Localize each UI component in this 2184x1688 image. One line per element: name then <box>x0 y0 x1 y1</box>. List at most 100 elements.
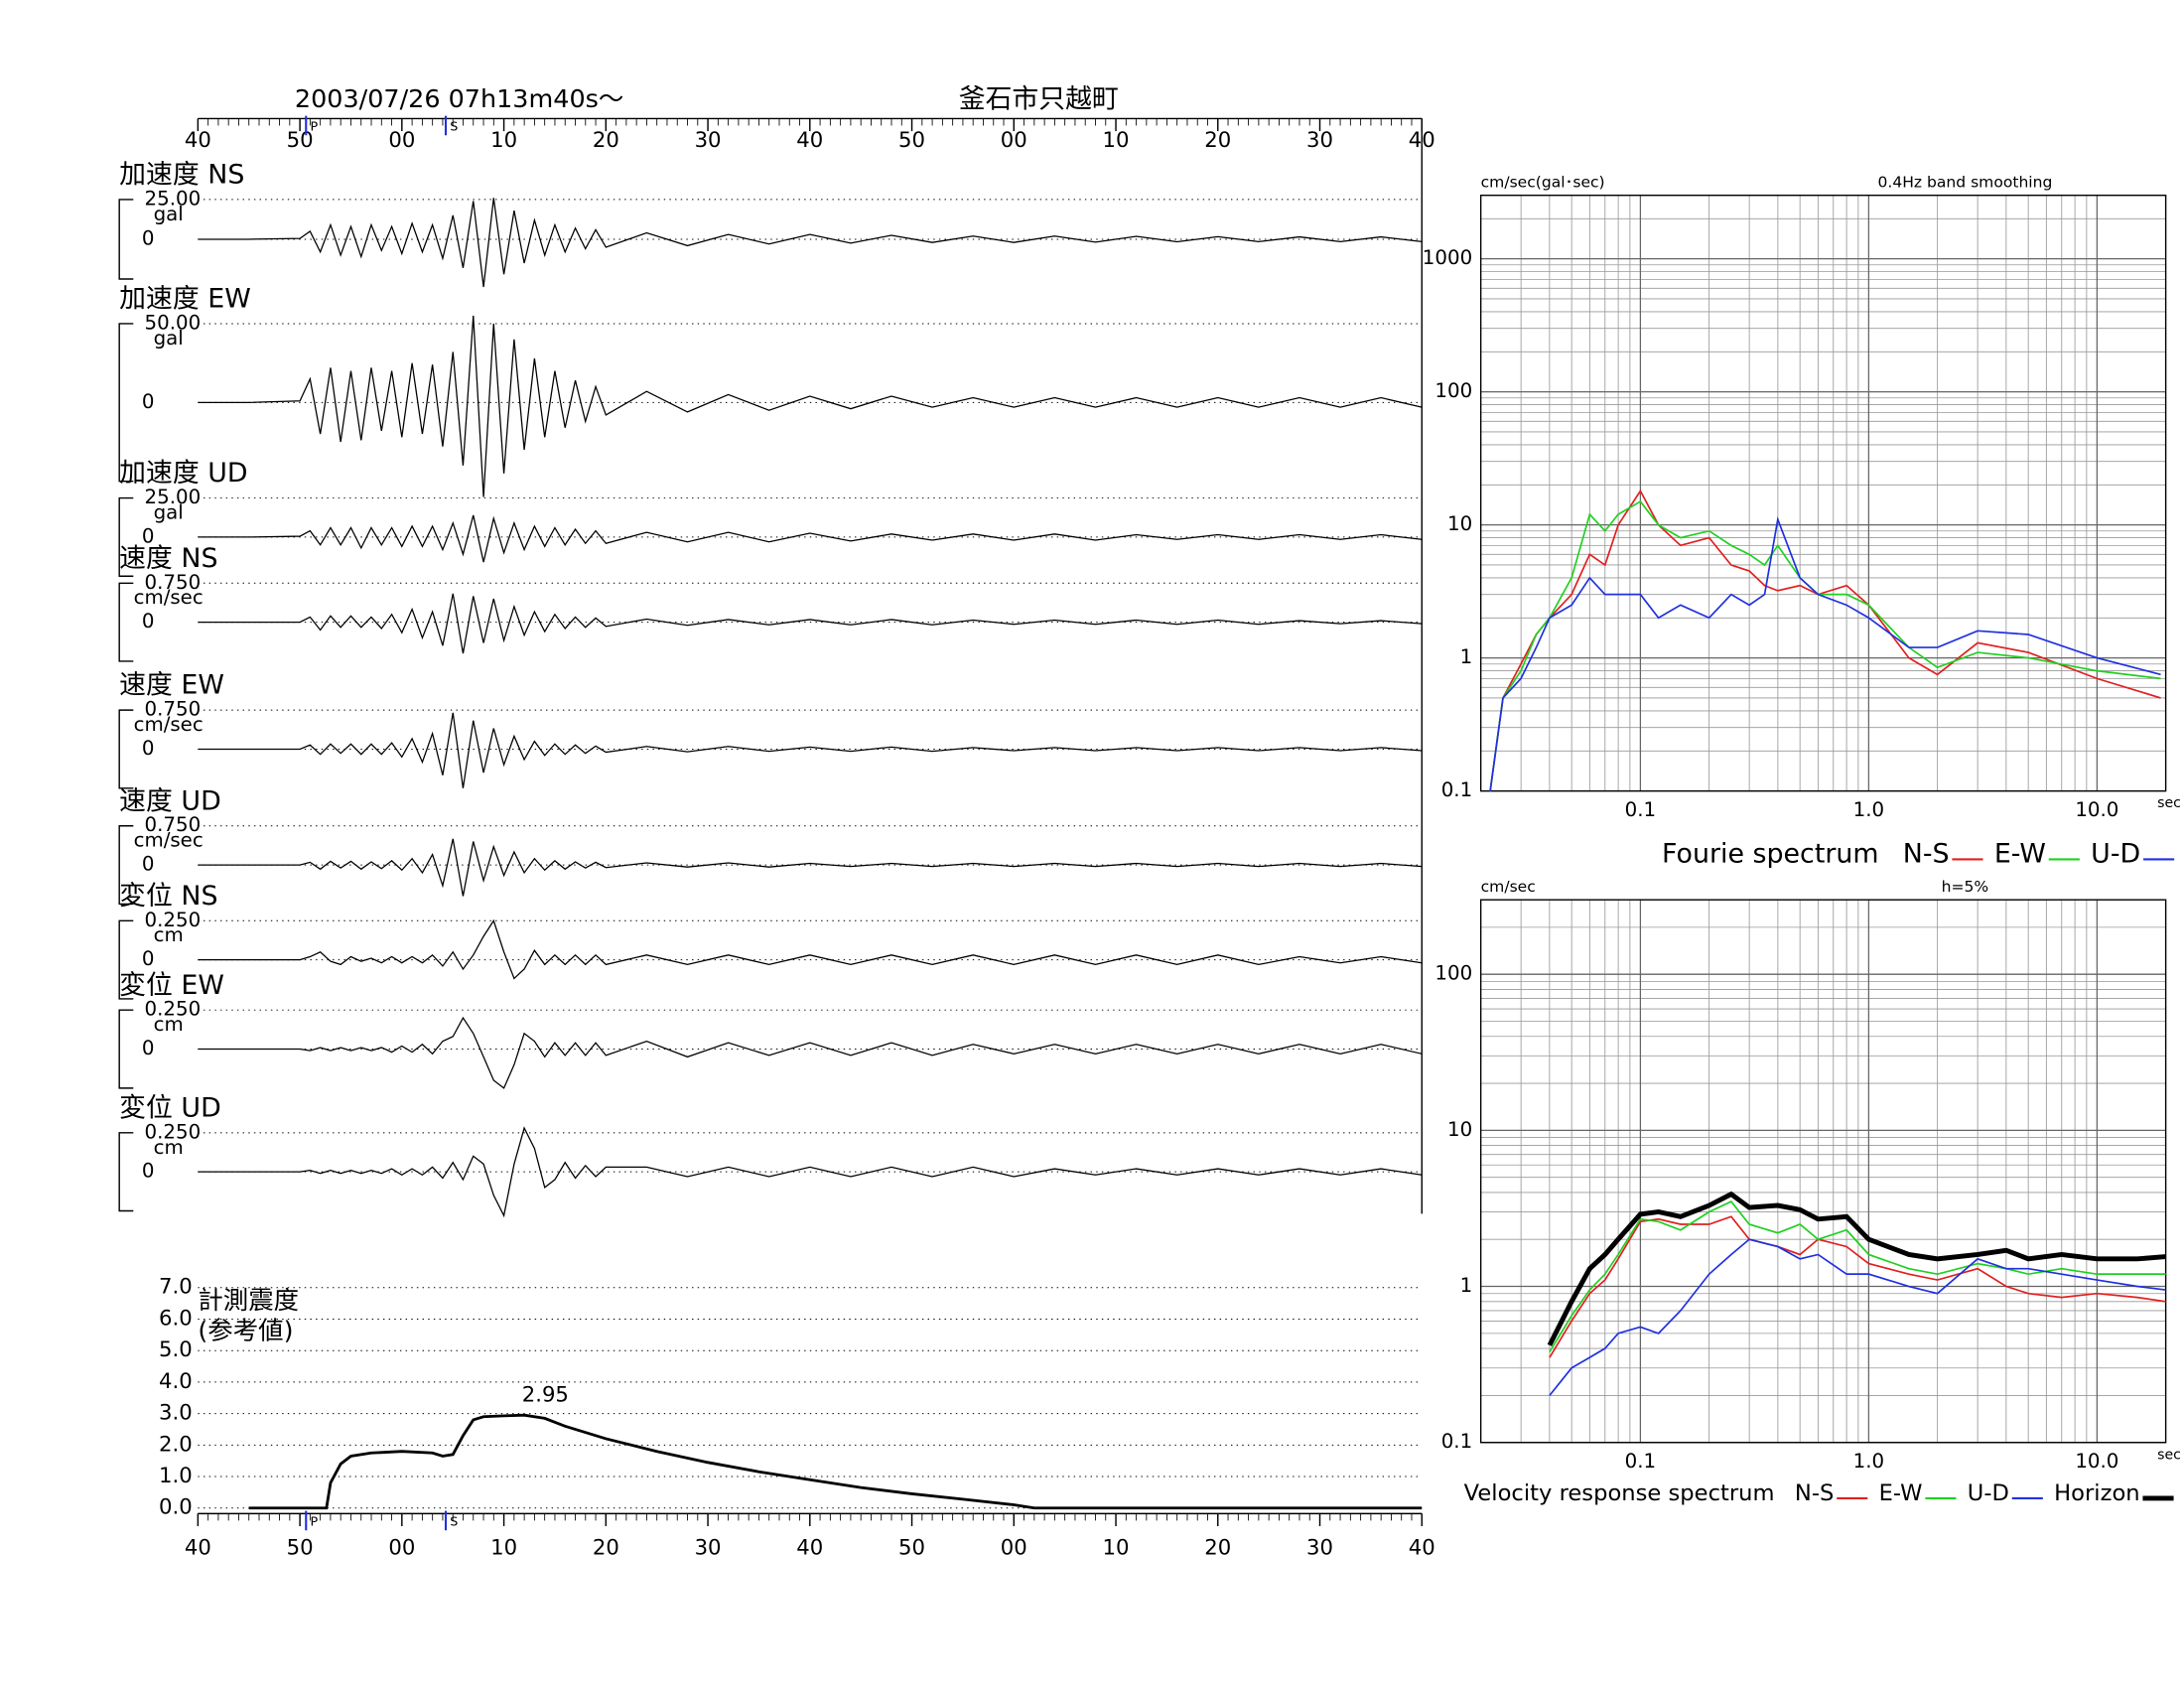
spectrum-line <box>1489 515 2161 791</box>
y-tick-label: 0.250 <box>145 998 202 1021</box>
unit-label: cm <box>154 1136 184 1159</box>
plot-frame <box>1479 899 2167 1444</box>
y-tick-label: 3.0 <box>159 1400 193 1425</box>
y-tick-label: 6.0 <box>159 1306 193 1331</box>
y-tick-label: 0 <box>142 947 155 970</box>
panel-bracket <box>118 825 134 906</box>
legend-label: U-D <box>1968 1480 2009 1506</box>
y-tick-label: 0.0 <box>159 1494 193 1519</box>
station-name: 釜石市只越町 <box>959 84 1119 115</box>
panel-bracket <box>118 1132 134 1212</box>
x-tick-label: 10 <box>1103 1535 1130 1560</box>
phase-label: S <box>450 1513 458 1528</box>
y-tick-label: 1 <box>1460 1274 1473 1297</box>
panel-title: 変位 EW <box>119 970 224 1001</box>
y-tick-label: 0 <box>142 1160 155 1183</box>
y-tick-label: 0.1 <box>1441 1430 1472 1453</box>
x-tick-label: 50 <box>898 127 925 152</box>
x-tick-label: 0.1 <box>1625 798 1656 821</box>
x-tick-label: 10 <box>1103 127 1130 152</box>
x-tick-label: 00 <box>388 1535 415 1560</box>
y-tick-label: 50.00 <box>145 311 202 334</box>
y-tick-label: 25.00 <box>145 187 202 210</box>
chart-title: 計測震度 <box>198 1285 299 1315</box>
y-tick-label: 100 <box>1434 379 1472 402</box>
y-tick-label: 0.750 <box>145 813 202 836</box>
x-tick-label: 10 <box>490 1535 517 1560</box>
panel-title: 加速度 UD <box>119 458 247 489</box>
panel-title: 速度 NS <box>119 543 217 574</box>
intensity-line <box>248 1413 1423 1510</box>
x-tick-label: 00 <box>1001 1535 1027 1560</box>
y-tick-label: 0 <box>142 1037 155 1059</box>
panel-title: 加速度 NS <box>119 160 244 191</box>
phase-label: S <box>450 118 458 133</box>
waveform <box>198 593 1423 654</box>
spectrum-line <box>1549 1200 2166 1352</box>
y-tick-label: 0 <box>142 610 155 633</box>
chart-title: 2003/07/26 07h13m40s〜 <box>295 83 623 113</box>
waveform <box>198 315 1423 497</box>
unit-label: cm/sec <box>134 829 204 852</box>
y-tick-label: 0.250 <box>145 1120 202 1143</box>
y-tick-label: 0.250 <box>145 909 202 931</box>
spectrum-line <box>1549 1238 2166 1396</box>
x-tick-label: 30 <box>695 127 722 152</box>
x-tick-label: 40 <box>185 127 211 152</box>
waveform <box>198 918 1423 980</box>
x-tick-label: 20 <box>1204 127 1231 152</box>
x-tick-label: 20 <box>593 127 619 152</box>
y-tick-label: 0 <box>142 390 155 413</box>
spectrum-line <box>1547 1191 2166 1346</box>
unit-label: cm/sec <box>134 713 204 736</box>
panel-title: 加速度 EW <box>119 284 251 315</box>
unit-label: cm/sec <box>134 586 204 609</box>
x-tick-label: 50 <box>287 1535 314 1560</box>
phase-label: P <box>311 1513 319 1528</box>
panel-title: 変位 UD <box>119 1092 221 1123</box>
y-tick-label: 2.0 <box>159 1431 193 1456</box>
chart-title: Velocity response spectrum <box>1464 1480 1775 1506</box>
x-axis-label: sec <box>2157 1447 2181 1463</box>
unit-label: gal <box>154 203 184 225</box>
y-axis-label: cm/sec <box>1481 878 1536 896</box>
y-tick-label: 0.750 <box>145 571 202 594</box>
y-tick-label: 10 <box>1447 512 1472 535</box>
panel-bracket <box>118 582 134 662</box>
y-tick-label: 1.0 <box>159 1463 193 1487</box>
legend-label: E-W <box>1994 839 2046 870</box>
x-tick-label: 20 <box>1204 1535 1231 1560</box>
y-tick-label: 4.0 <box>159 1368 193 1393</box>
x-tick-label: 20 <box>593 1535 619 1560</box>
y-tick-label: 100 <box>1434 962 1472 985</box>
panel-title: 変位 NS <box>119 881 217 912</box>
legend-label: Horizon <box>2054 1480 2139 1506</box>
y-tick-label: 0 <box>142 737 155 760</box>
panel-bracket <box>118 1009 134 1089</box>
panel-bracket <box>118 323 134 483</box>
panel-title: 速度 EW <box>119 670 224 701</box>
x-tick-label: 40 <box>1409 127 1435 152</box>
spectrum-line <box>1549 1215 2166 1358</box>
y-tick-label: 10 <box>1447 1118 1472 1141</box>
y-axis-label: cm/sec(gal･sec) <box>1481 174 1605 192</box>
y-tick-label: 25.00 <box>145 486 202 508</box>
waveform <box>198 838 1423 897</box>
x-tick-label: 40 <box>1409 1535 1435 1560</box>
y-tick-label: 1000 <box>1423 246 1472 269</box>
legend-label: N-S <box>1795 1480 1834 1506</box>
x-tick-label: 30 <box>695 1535 722 1560</box>
waveform <box>198 1126 1423 1218</box>
x-tick-label: 40 <box>185 1535 211 1560</box>
chart-subtitle: (参考値) <box>198 1316 293 1345</box>
legend-label: E-W <box>1879 1480 1923 1506</box>
x-axis-label: sec <box>2157 795 2181 811</box>
y-tick-label: 0 <box>142 524 155 547</box>
x-tick-label: 50 <box>287 127 314 152</box>
y-tick-label: 0.1 <box>1441 778 1472 801</box>
waveform <box>198 198 1423 288</box>
waveform <box>198 712 1423 788</box>
legend-label: U-D <box>2091 839 2140 870</box>
